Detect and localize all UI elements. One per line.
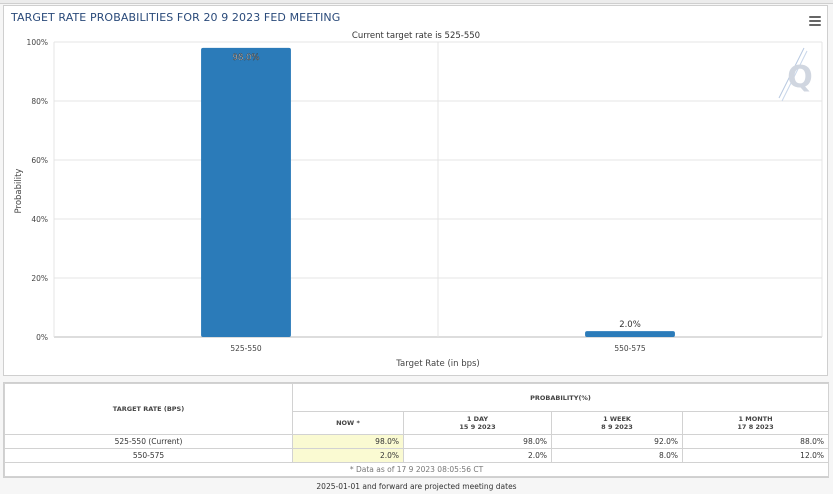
day-cell: 98.0% [403, 434, 552, 449]
header-now: NOW * [292, 411, 404, 435]
now-cell: 98.0% [292, 434, 404, 449]
y-tick-label: 80% [31, 97, 48, 106]
top-strip [0, 0, 833, 4]
header-1-week-label: 1 WEEK [603, 415, 631, 423]
header-1-month: 1 MONTH 17 8 2023 [682, 411, 829, 435]
y-axis-label: Probability [14, 169, 24, 214]
projected-dates-note: 2025-01-01 and forward are projected mee… [316, 482, 517, 491]
watermark-logo: Q [778, 47, 813, 102]
bar-550-575[interactable] [585, 331, 675, 337]
rate-cell: 550-575 [4, 448, 293, 463]
x-tick-label: 525-550 [230, 344, 262, 353]
x-axis-label: Target Rate (in bps) [395, 359, 480, 369]
probability-bar-chart: Current target rate is 525-550 0% 20% 40% 6… [14, 31, 823, 369]
y-tick-label: 40% [31, 215, 48, 224]
bar-value-label: 2.0% [619, 320, 641, 330]
header-1-day-date: 15 9 2023 [459, 423, 496, 431]
now-cell: 2.0% [292, 448, 404, 463]
header-target-rate: TARGET RATE (BPS) [4, 383, 293, 435]
header-1-month-date: 17 8 2023 [737, 423, 774, 431]
bar-525-550[interactable] [201, 47, 291, 338]
footnote-row: * Data as of 17 9 2023 08:05:56 CT [4, 462, 829, 477]
watermark-letter: Q [787, 60, 813, 95]
chart-panel: TARGET RATE PROBABILITIES FOR 20 9 2023 … [3, 5, 828, 376]
month-cell: 12.0% [682, 448, 829, 463]
month-cell: 88.0% [682, 434, 829, 449]
chart-subtitle: Current target rate is 525-550 [352, 31, 480, 41]
chart-title: TARGET RATE PROBABILITIES FOR 20 9 2023 … [11, 11, 341, 24]
footnote: * Data as of 17 9 2023 08:05:56 CT [4, 462, 829, 477]
bar-value-label: 98.0% [232, 53, 259, 63]
table-row: 525-550 (Current) 98.0% 98.0% 92.0% 88.0… [4, 434, 829, 449]
week-cell: 92.0% [551, 434, 683, 449]
header-1-week: 1 WEEK 8 9 2023 [551, 411, 683, 435]
y-tick-label: 20% [31, 274, 48, 283]
day-cell: 2.0% [403, 448, 552, 463]
week-cell: 8.0% [551, 448, 683, 463]
probability-table: TARGET RATE (BPS) PROBABILITY(%) NOW * 1… [4, 383, 829, 477]
header-1-day-label: 1 DAY [466, 415, 489, 423]
header-1-week-date: 8 9 2023 [601, 423, 633, 431]
header-1-month-label: 1 MONTH [738, 415, 773, 423]
x-tick-label: 550-575 [614, 344, 646, 353]
header-now-label: NOW * [336, 419, 360, 427]
hamburger-menu-icon[interactable] [809, 16, 821, 28]
y-tick-label: 60% [31, 156, 48, 165]
table-row: 550-575 2.0% 2.0% 8.0% 12.0% [4, 448, 829, 463]
probability-table-panel: TARGET RATE (BPS) PROBABILITY(%) NOW * 1… [3, 382, 829, 478]
y-tick-label: 0% [36, 333, 48, 342]
rate-cell: 525-550 (Current) [4, 434, 293, 449]
header-1-day: 1 DAY 15 9 2023 [403, 411, 552, 435]
y-tick-label: 100% [27, 38, 48, 47]
header-probability: PROBABILITY(%) [292, 383, 829, 412]
